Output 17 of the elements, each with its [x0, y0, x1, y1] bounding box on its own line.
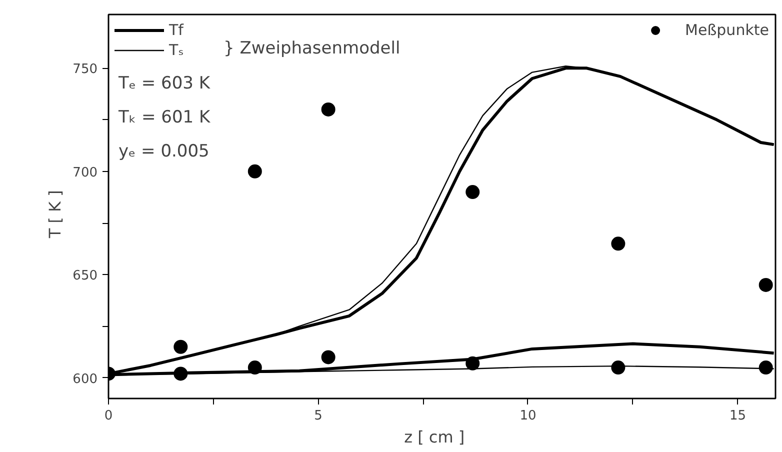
- y-tick-label: 700: [72, 165, 98, 180]
- x-tick-label: 10: [520, 408, 536, 424]
- x-axis-title: z [ cm ]: [404, 428, 465, 446]
- x-tick-label: 15: [729, 408, 746, 424]
- x-tick-label: 0: [104, 408, 113, 424]
- y-tick-label: 650: [72, 268, 98, 284]
- legend-label: Tf: [169, 21, 185, 39]
- y-tick-label: 750: [72, 62, 98, 78]
- y-tick-label: 600: [72, 372, 98, 387]
- y-axis-title: T [ K ]: [46, 190, 65, 240]
- annotation: Tₑ = 603 K: [118, 74, 211, 94]
- legend-label: Tₛ: [169, 41, 185, 59]
- x-tick-label: 5: [314, 408, 322, 424]
- annotation: Tₖ = 601 K: [118, 108, 212, 128]
- legend-label: Meßpunkte: [685, 21, 769, 39]
- annotation: yₑ = 0.005: [118, 142, 210, 162]
- annotation: } Zweiphasenmodell: [224, 38, 400, 58]
